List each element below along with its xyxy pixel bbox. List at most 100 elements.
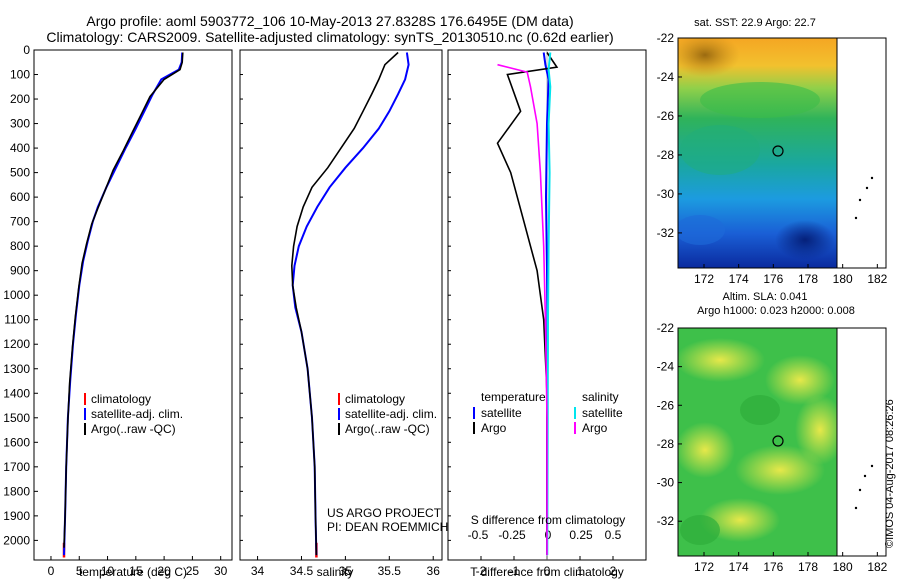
depth-tick-label: 600	[10, 190, 30, 204]
map-y-tick-label: -30	[657, 476, 675, 490]
depth-axis: 0 100 200 300 400 500 600 700 800 900 1000 1100 1200…	[3, 43, 451, 547]
difference-line-salinity-argo	[497, 63, 548, 556]
map-x-tick-label: 172	[694, 560, 714, 574]
depth-tick-label: 1300	[3, 362, 30, 376]
depth-tick-label: 1100	[4, 313, 30, 327]
salinity-x-tick-label: 35	[339, 564, 353, 578]
islands-sla	[854, 464, 874, 510]
map-y-tick-label: -26	[657, 109, 675, 123]
pi-label: PI: DEAN ROEMMICH	[327, 520, 448, 534]
depth-tick-label: 1600	[3, 435, 30, 449]
temperature-x-tick-label: 20	[157, 564, 171, 578]
temperature-axis-label: temperature (deg C)	[79, 565, 187, 579]
sla-map-title-line1: Altim. SLA: 0.041	[723, 291, 808, 303]
map-y-tick-label: -32	[657, 226, 675, 240]
temperature-line-satellite-adj-clim-	[63, 52, 184, 556]
depth-tick-label: 200	[10, 92, 30, 106]
map-y-tick-label: -22	[657, 321, 675, 335]
temperature-x-tick-label: 30	[214, 564, 228, 578]
map-y-tick-label: -30	[657, 187, 675, 201]
map-x-tick-label: 182	[867, 560, 887, 574]
salinity-line-argo-raw-qc-	[290, 51, 399, 556]
depth-tick-label: 1800	[3, 484, 30, 498]
salinity-panel-frame	[239, 49, 443, 561]
project-label: US ARGO PROJECT	[327, 506, 442, 520]
salinity-x-axis: 34 34.5 35 35.5 36	[251, 556, 440, 578]
difference-x-tick-label: -2	[476, 564, 487, 578]
difference-top-tick-label: 0.25	[569, 528, 593, 542]
legend-label-t-satellite: satellite	[481, 406, 522, 420]
temperature-x-tick-label: 15	[129, 564, 143, 578]
depth-tick-label: 1900	[3, 509, 30, 523]
legend-label-satellite: satellite-adj. clim.	[91, 407, 183, 421]
depth-tick-label: 900	[10, 264, 30, 278]
temperature-x-axis: 0 5 10 15 20 25 30	[48, 556, 228, 578]
map-y-tick-label: -28	[657, 437, 675, 451]
legend-label-argo: Argo(..raw -QC)	[91, 422, 176, 436]
difference-top-tick-label: -0.5	[468, 528, 489, 542]
depth-tick-label: 1200	[3, 337, 30, 351]
sla-map-axes: 172 174 176 178 180 182 -22 -24 -26 -28 -30 -32	[657, 321, 888, 574]
map-x-tick-label: 174	[729, 272, 749, 286]
temperature-x-tick-label: 0	[48, 564, 55, 578]
difference-x-tick-label: -1	[509, 564, 520, 578]
map-x-tick-label: 174	[729, 560, 749, 574]
imos-stamp: ©IMOS 04-Aug-2017 08:26:26	[884, 399, 896, 548]
map-x-tick-label: 180	[833, 560, 853, 574]
depth-tick-label: 400	[10, 141, 30, 155]
temperature-x-tick-label: 25	[186, 564, 200, 578]
figure-title-line2: Climatology: CARS2009. Satellite-adjuste…	[46, 29, 613, 45]
map-y-tick-label: -24	[657, 70, 675, 84]
map-x-tick-label: 178	[798, 272, 818, 286]
map-x-tick-label: 172	[694, 272, 714, 286]
difference-x-tick-label: 1	[577, 564, 584, 578]
depth-tick-label: 300	[10, 117, 30, 131]
depth-tick-label: 1500	[3, 411, 30, 425]
salinity-x-tick-label: 35.5	[378, 564, 402, 578]
depth-tick-label: 500	[10, 166, 30, 180]
legend-label-satellite: satellite-adj. clim.	[345, 407, 437, 421]
sst-map-axes: 172 174 176 178 180 182 -22 -24 -26 -28 -30 -32	[657, 31, 888, 286]
map-y-tick-label: -22	[657, 31, 675, 45]
map-x-tick-label: 176	[763, 560, 783, 574]
legend-label-s-satellite: satellite	[582, 406, 623, 420]
sla-map-title-line2: Argo h1000: 0.023 h2000: 0.008	[697, 305, 855, 317]
salinity-x-tick-label: 36	[427, 564, 441, 578]
depth-tick-label: 2000	[3, 533, 30, 547]
map-y-tick-label: -32	[657, 514, 675, 528]
salinity-legend: climatology satellite-adj. clim. Argo(..…	[327, 392, 448, 534]
figure-title-line1: Argo profile: aoml 5903772_106 10-May-20…	[86, 13, 573, 29]
legend-title-temperature: temperature	[481, 390, 546, 404]
depth-tick-label: 700	[10, 215, 30, 229]
salinity-x-tick-label: 34	[251, 564, 265, 578]
sla-map-border	[677, 327, 887, 557]
salinity-axis-label: salinity	[317, 565, 354, 579]
temperature-series	[62, 52, 184, 558]
depth-tick-label: 1700	[3, 460, 30, 474]
legend-label-s-argo: Argo	[582, 421, 608, 435]
difference-top-tick-label: 0.5	[605, 528, 622, 542]
islands-sst	[854, 176, 874, 220]
difference-line-temperature-argo	[496, 52, 559, 556]
depth-tick-label: 1400	[3, 386, 30, 400]
temperature-legend: climatology satellite-adj. clim. Argo(..…	[84, 392, 183, 436]
difference-legend: temperature salinity satellite Argo sate…	[473, 390, 623, 435]
map-x-tick-label: 182	[867, 272, 887, 286]
legend-label-climatology: climatology	[91, 392, 151, 406]
map-x-tick-label: 178	[798, 560, 818, 574]
difference-top-tick-label: -0.25	[498, 528, 526, 542]
depth-tick-label: 800	[10, 239, 30, 253]
legend-label-t-argo: Argo	[481, 421, 507, 435]
salinity-line-satellite-adj-clim-	[291, 52, 410, 556]
sst-map-title: sat. SST: 22.9 Argo: 22.7	[694, 17, 816, 29]
salinity-x-tick-label: 34.5	[290, 564, 314, 578]
difference-line-salinity-satellite	[546, 52, 552, 556]
depth-tick-label: 100	[10, 68, 30, 82]
temperature-x-tick-label: 5	[76, 564, 83, 578]
depth-tick-label: 1000	[3, 288, 30, 302]
difference-x-tick-label: 2	[610, 564, 617, 578]
sst-float-marker	[772, 145, 784, 157]
map-x-tick-label: 180	[833, 272, 853, 286]
temperature-panel-frame	[33, 49, 233, 561]
